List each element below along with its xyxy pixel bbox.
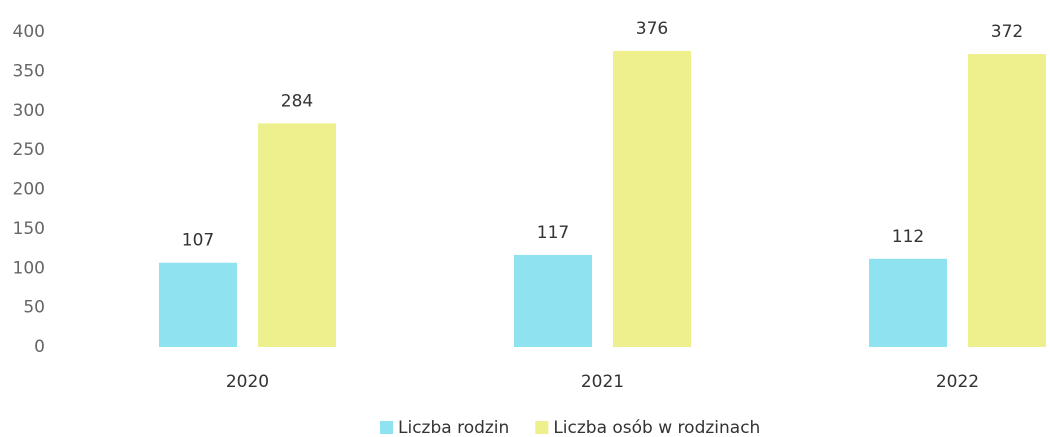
- x-tick-label: 2022: [936, 372, 979, 392]
- bar: [514, 254, 592, 347]
- y-tick-label: 50: [23, 298, 45, 318]
- bar: [159, 262, 237, 347]
- y-tick-label: 350: [13, 61, 45, 81]
- data-label: 372: [991, 22, 1023, 42]
- y-tick-label: 400: [13, 22, 45, 42]
- y-tick-label: 250: [13, 140, 45, 160]
- bar: [968, 54, 1046, 348]
- legend-swatch: [535, 421, 549, 434]
- y-tick-label: 150: [13, 219, 45, 239]
- legend-label: Liczba osób w rodzinach: [553, 418, 760, 437]
- legend-label: Liczba rodzin: [398, 418, 509, 437]
- data-label: 376: [636, 19, 668, 39]
- data-label: 284: [281, 91, 313, 111]
- bar: [613, 50, 691, 348]
- data-label: 107: [182, 231, 214, 251]
- y-tick-label: 300: [13, 101, 45, 121]
- bar: [258, 123, 336, 347]
- data-label: 112: [892, 227, 924, 247]
- x-tick-label: 2021: [581, 372, 624, 392]
- data-label: 117: [537, 223, 569, 243]
- y-tick-label: 200: [13, 180, 45, 200]
- x-tick-label: 2020: [226, 372, 269, 392]
- y-tick-label: 0: [34, 337, 45, 357]
- y-tick-label: 100: [13, 258, 45, 278]
- legend-swatch: [380, 421, 393, 434]
- bar: [869, 258, 947, 347]
